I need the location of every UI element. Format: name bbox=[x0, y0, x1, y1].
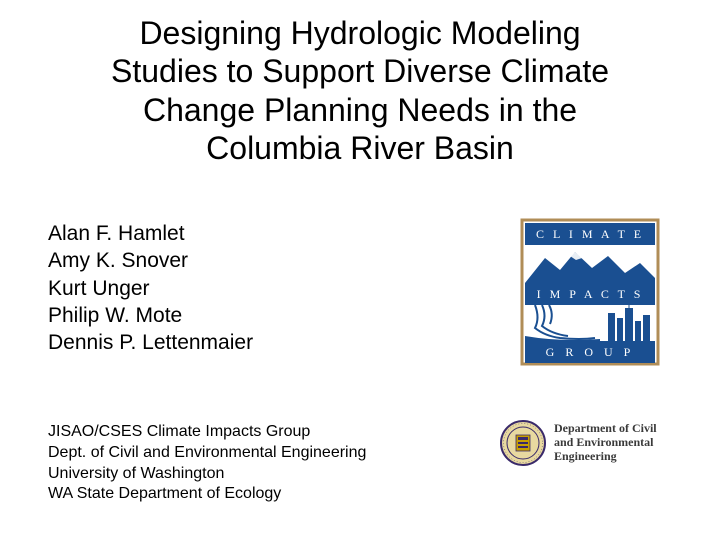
dept-line-2: and Environmental bbox=[554, 436, 657, 450]
author-item: Philip W. Mote bbox=[48, 302, 253, 329]
uw-seal-icon bbox=[500, 420, 546, 466]
cig-bot-text: G R O U P bbox=[546, 345, 635, 359]
cig-top-text: C L I M A T E bbox=[536, 227, 644, 241]
affiliation-item: JISAO/CSES Climate Impacts Group bbox=[48, 422, 366, 443]
dept-line-1: Department of Civil bbox=[554, 422, 657, 436]
affiliation-item: WA State Department of Ecology bbox=[48, 484, 366, 505]
affiliation-item: University of Washington bbox=[48, 464, 366, 485]
title-line-4: Columbia River Basin bbox=[206, 130, 514, 166]
author-item: Alan F. Hamlet bbox=[48, 220, 253, 247]
climate-impacts-group-logo: C L I M A T E I M P A C T S G R O U P bbox=[520, 218, 660, 366]
author-item: Kurt Unger bbox=[48, 275, 253, 302]
cig-mid-text: I M P A C T S bbox=[537, 287, 644, 301]
uw-dept-logo-row: Department of Civil and Environmental En… bbox=[500, 420, 657, 466]
slide-title: Designing Hydrologic Modeling Studies to… bbox=[0, 0, 720, 168]
title-line-2: Studies to Support Diverse Climate bbox=[111, 53, 609, 89]
dept-line-3: Engineering bbox=[554, 450, 657, 464]
author-list: Alan F. Hamlet Amy K. Snover Kurt Unger … bbox=[48, 220, 253, 356]
title-line-1: Designing Hydrologic Modeling bbox=[139, 15, 580, 51]
title-line-3: Change Planning Needs in the bbox=[143, 92, 577, 128]
author-item: Amy K. Snover bbox=[48, 247, 253, 274]
dept-label: Department of Civil and Environmental En… bbox=[554, 422, 657, 463]
author-item: Dennis P. Lettenmaier bbox=[48, 329, 253, 356]
affiliation-item: Dept. of Civil and Environmental Enginee… bbox=[48, 443, 366, 464]
affiliation-list: JISAO/CSES Climate Impacts Group Dept. o… bbox=[48, 422, 366, 505]
